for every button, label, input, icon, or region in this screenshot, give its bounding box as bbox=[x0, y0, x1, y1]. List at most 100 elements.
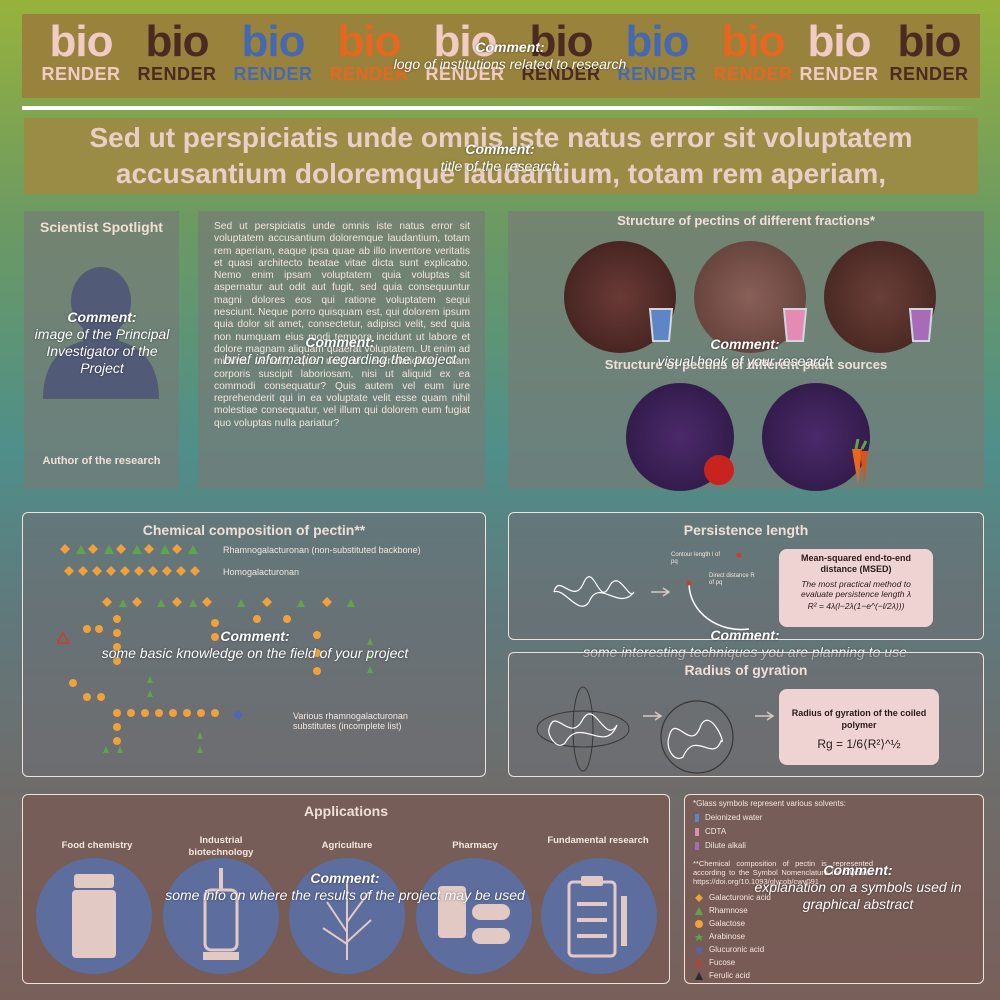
arabinose-icon bbox=[695, 932, 703, 941]
logo-1: bio RENDER bbox=[36, 20, 126, 92]
logo-3: bio RENDER bbox=[228, 20, 318, 92]
logo-render: RENDER bbox=[233, 64, 313, 84]
comment-label: Comment: bbox=[710, 627, 780, 643]
logo-bio: bio bbox=[529, 17, 594, 66]
legend-alkali: Dilute alkali bbox=[695, 841, 746, 850]
comment-label: Comment: bbox=[465, 141, 535, 157]
logo-strip: bio RENDER bio RENDER bio RENDER bio RENDER … bbox=[22, 14, 980, 98]
comment-text: logo of institutions related to research bbox=[393, 56, 627, 72]
legend-label: Arabinose bbox=[709, 932, 746, 941]
glass-alkali-icon bbox=[908, 308, 934, 342]
logo-10: bio RENDER bbox=[884, 20, 974, 92]
divider bbox=[22, 106, 980, 110]
title-line-2: accusantium doloremque laudantium, totam… bbox=[115, 158, 887, 189]
comment-label: Comment: bbox=[67, 309, 137, 325]
logo-bio: bio bbox=[49, 17, 114, 66]
logo-2: bio RENDER bbox=[132, 20, 222, 92]
gyration-panel: Radius of gyration Radius of gyration of… bbox=[508, 652, 984, 777]
logo-bio: bio bbox=[721, 17, 786, 66]
contour-label: Contour length l of pq bbox=[671, 552, 721, 565]
comment-text: title of the research bbox=[440, 158, 560, 174]
brief-text: Sed ut perspiciatis unde omnis iste natu… bbox=[214, 221, 470, 429]
logo-render: RENDER bbox=[713, 64, 793, 84]
legend-label: Fucose bbox=[709, 958, 736, 967]
persistence-heading: Persistence length bbox=[683, 522, 809, 538]
logo-render: RENDER bbox=[137, 64, 217, 84]
logo-render: RENDER bbox=[41, 64, 121, 84]
gyration-box: Radius of gyration of the coiled polymer… bbox=[779, 689, 939, 765]
app-biotech-label: Industrial biotechnology bbox=[188, 835, 254, 858]
comment-applications: Comment: some info on where the results o… bbox=[130, 870, 560, 904]
msed-text: The most practical method to evaluate pe… bbox=[800, 579, 912, 599]
research-circle bbox=[541, 858, 657, 974]
rg-label: Rhamnogalacturonan (non-substituted back… bbox=[223, 545, 421, 555]
clipboard-icon bbox=[567, 876, 627, 958]
gyration-circle-icon bbox=[660, 700, 734, 774]
visual-heading-1: Structure of pectins of different fracti… bbox=[617, 213, 875, 228]
comment-text: some info on where the results of the pr… bbox=[165, 887, 525, 903]
biotech-circle bbox=[163, 858, 279, 974]
pectin-source-2-image bbox=[762, 383, 870, 491]
legend-label: Galactose bbox=[709, 919, 746, 928]
chemical-heading: Chemical composition of pectin** bbox=[142, 522, 366, 538]
agriculture-circle bbox=[289, 858, 405, 974]
comment-text: explanation on a symbols used in graphic… bbox=[754, 879, 962, 912]
comment-symbols: Comment: explanation on a symbols used in… bbox=[748, 862, 968, 913]
plant-icon bbox=[322, 882, 372, 960]
logo-bio: bio bbox=[433, 17, 498, 66]
legend-label: Rhamnose bbox=[709, 906, 748, 915]
ferulic-icon bbox=[695, 971, 703, 980]
comment-label: Comment: bbox=[310, 870, 380, 886]
glass-cdta-icon bbox=[782, 308, 808, 342]
comment-text: brief information regarding the project bbox=[223, 351, 457, 367]
carrot-icon bbox=[852, 439, 868, 485]
glass-note: *Glass symbols represent various solvent… bbox=[693, 799, 846, 808]
alkali-swatch-icon bbox=[695, 841, 699, 850]
spotlight-heading: Scientist Spotlight bbox=[40, 219, 163, 235]
contour-arc-icon bbox=[686, 553, 750, 631]
comment-text: some basic knowledge on the field of you… bbox=[101, 645, 409, 661]
gyration-heading: Radius of gyration bbox=[684, 662, 808, 678]
legend-galacturonic: Galacturonic acid bbox=[695, 893, 771, 902]
subs-label: Various rhamnogalacturonan substitutes (… bbox=[293, 711, 408, 731]
logo-8: bio RENDER bbox=[708, 20, 798, 92]
comment-label: Comment: bbox=[710, 336, 780, 352]
glucuronic-icon bbox=[695, 945, 703, 954]
brief-panel: Sed ut perspiciatis unde omnis iste natu… bbox=[198, 211, 485, 489]
galactose-icon bbox=[695, 919, 703, 928]
polymer-coil-icon bbox=[553, 576, 635, 607]
legend-label: Ferulic acid bbox=[709, 971, 750, 980]
water-swatch-icon bbox=[695, 813, 699, 822]
logo-bio: bio bbox=[241, 17, 306, 66]
rhamnose-icon bbox=[695, 906, 703, 915]
comment-image: Comment: image of the Principal Investiga… bbox=[34, 309, 170, 377]
legend-ferulic: Ferulic acid bbox=[695, 971, 750, 980]
logo-6: bio RENDER bbox=[516, 20, 606, 92]
pills-icon bbox=[438, 886, 510, 944]
gyration-sphere-icon bbox=[536, 686, 630, 772]
logo-render: RENDER bbox=[425, 64, 505, 84]
legend-arabinose: Arabinose bbox=[695, 932, 745, 941]
legend-label: Dilute alkali bbox=[705, 841, 746, 850]
visual-heading-2: Structure of pectins of different plant … bbox=[604, 357, 888, 372]
gyration-box-title: Radius of gyration of the coiled polymer bbox=[791, 708, 927, 730]
comment-visual: Comment: visual hook of your research bbox=[640, 336, 850, 370]
rg-substitutes-diagram bbox=[57, 597, 373, 753]
arrow-icon bbox=[755, 711, 775, 721]
comment-logos: Comment: logo of institutions related to … bbox=[300, 39, 720, 73]
applications-heading: Applications bbox=[303, 803, 388, 819]
comment-title: Comment: title of the research bbox=[340, 141, 660, 175]
tomato-icon bbox=[704, 455, 734, 485]
legend-fucose: Fucose bbox=[695, 958, 735, 967]
logo-render: RENDER bbox=[617, 64, 697, 84]
glass-water-icon bbox=[648, 308, 674, 342]
title-line-1: Sed ut perspiciatis unde omnis iste natu… bbox=[89, 122, 913, 153]
arrow-icon bbox=[643, 711, 663, 721]
comment-text: image of the Principal Investigator of t… bbox=[34, 326, 170, 376]
app-research-label: Fundamental research bbox=[547, 835, 649, 846]
logo-7: bio RENDER bbox=[612, 20, 702, 92]
logo-9: bio RENDER bbox=[794, 20, 884, 92]
legend-label: Glucuronic acid bbox=[709, 945, 765, 954]
msed-box: Mean-squared end-to-end distance (MSED) … bbox=[779, 549, 933, 627]
jar-icon bbox=[72, 874, 116, 958]
